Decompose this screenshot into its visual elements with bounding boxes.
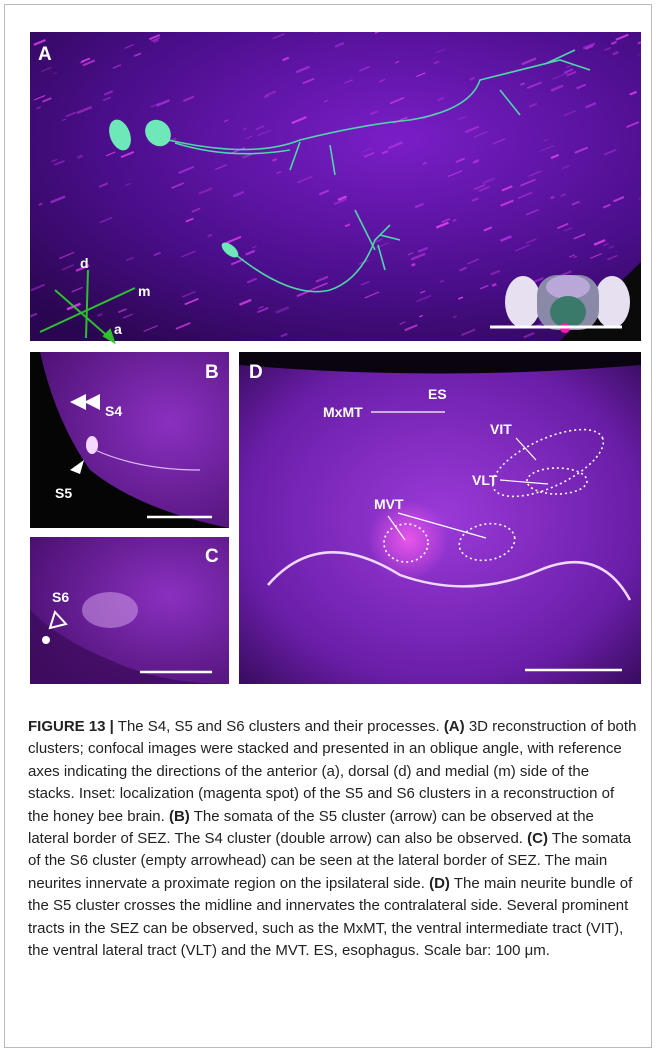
soma [42, 636, 50, 644]
caption-title: The S4, S5 and S6 clusters and their pro… [118, 718, 440, 735]
figure-label: FIGURE 13 | [28, 718, 114, 735]
streak [453, 220, 456, 221]
tract-label: ES [428, 386, 447, 402]
page: {"panels": { "A": {"label": "A", "axis_d… [0, 0, 658, 1054]
axis-label: d [80, 255, 89, 271]
cluster-label: S4 [105, 403, 122, 419]
cluster-label: S5 [55, 485, 72, 501]
streak [551, 197, 554, 198]
cluster-label: S6 [52, 589, 69, 605]
tract-label: MVT [374, 496, 404, 512]
glow [368, 500, 448, 580]
part-label: (D) [429, 875, 450, 892]
tract-label: VIT [490, 421, 512, 437]
panel-label: A [38, 44, 52, 65]
tract-label: VLT [472, 472, 498, 488]
streak [412, 264, 416, 265]
axis-label: a [114, 321, 122, 337]
panel-label: D [249, 362, 263, 383]
neurite-region [82, 592, 138, 628]
part-label: (C) [527, 830, 548, 847]
brain-inset [505, 275, 630, 333]
part-label: (B) [169, 808, 190, 825]
panel-d: D ES MxMT VIT VLT MVT [239, 352, 641, 684]
panel-b: B S4 S5 [30, 352, 229, 528]
figure: A d m a B S4 S5 C [0, 0, 658, 700]
panel-label: C [205, 546, 219, 567]
soma [86, 436, 98, 454]
streak [272, 159, 276, 161]
panel-c: C S6 [30, 537, 229, 684]
axis-label: m [138, 283, 150, 299]
panel-a: A d m a [30, 29, 646, 342]
streak [208, 235, 212, 237]
part-label: (A) [444, 718, 465, 735]
streak [492, 284, 496, 286]
streak [423, 163, 427, 165]
tract-label: MxMT [323, 404, 363, 420]
panel-label: B [205, 362, 219, 383]
caption: FIGURE 13 | The S4, S5 and S6 clusters a… [28, 716, 638, 962]
